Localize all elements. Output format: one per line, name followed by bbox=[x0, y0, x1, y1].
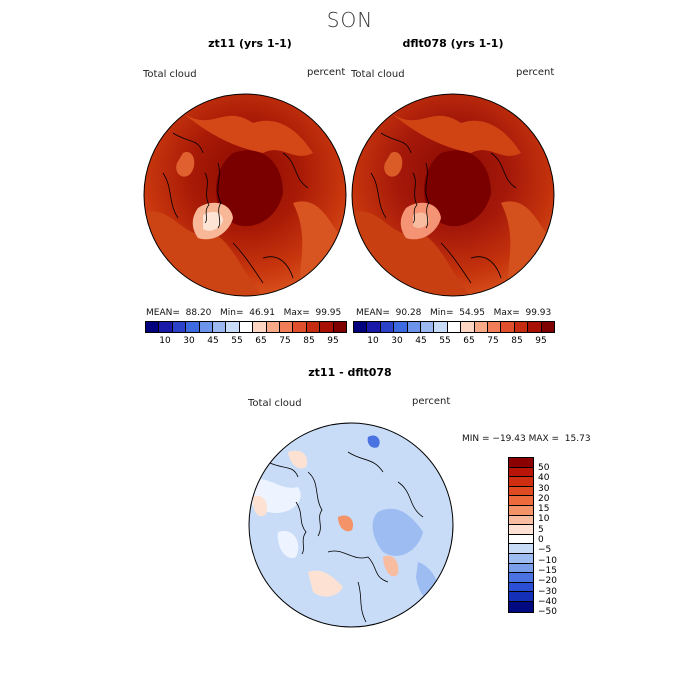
colorbar-swatch bbox=[293, 322, 306, 332]
colorbar-swatch bbox=[367, 322, 380, 332]
colorbar-swatch bbox=[509, 554, 533, 564]
colorbar-swatch bbox=[509, 458, 533, 468]
diff-colorbar bbox=[508, 457, 534, 613]
colorbar-swatch bbox=[408, 322, 421, 332]
diff-polar-map bbox=[248, 422, 454, 628]
colorbar-swatch bbox=[542, 322, 554, 332]
diff-units-label: percent bbox=[412, 396, 450, 407]
panel1-colorbar bbox=[145, 321, 347, 333]
colorbar-tick-label: −15 bbox=[538, 566, 557, 576]
colorbar-swatch bbox=[267, 322, 280, 332]
colorbar-tick-label: 0 bbox=[538, 535, 557, 545]
colorbar-tick-label: 10 bbox=[361, 336, 385, 346]
colorbar-tick-label: 20 bbox=[538, 494, 557, 504]
colorbar-tick-label: 40 bbox=[538, 473, 557, 483]
colorbar-swatch bbox=[240, 322, 253, 332]
colorbar-swatch bbox=[509, 496, 533, 506]
colorbar-swatch bbox=[381, 322, 394, 332]
colorbar-tick-label: −20 bbox=[538, 576, 557, 586]
colorbar-swatch bbox=[307, 322, 320, 332]
panel2-colorbar bbox=[353, 321, 555, 333]
colorbar-swatch bbox=[509, 583, 533, 593]
colorbar-swatch bbox=[509, 516, 533, 526]
colorbar-swatch bbox=[509, 468, 533, 478]
colorbar-swatch bbox=[226, 322, 239, 332]
colorbar-swatch bbox=[421, 322, 434, 332]
colorbar-swatch bbox=[509, 506, 533, 516]
colorbar-swatch bbox=[461, 322, 474, 332]
colorbar-tick-label: −10 bbox=[538, 556, 557, 566]
colorbar-swatch bbox=[354, 322, 367, 332]
colorbar-tick-label: 95 bbox=[529, 336, 553, 346]
colorbar-tick-label: 15 bbox=[538, 504, 557, 514]
colorbar-swatch bbox=[475, 322, 488, 332]
colorbar-tick-label: −40 bbox=[538, 597, 557, 607]
colorbar-tick-label: 65 bbox=[457, 336, 481, 346]
colorbar-tick-label: −50 bbox=[538, 607, 557, 617]
colorbar-tick-label: 55 bbox=[433, 336, 457, 346]
colorbar-swatch bbox=[509, 602, 533, 612]
colorbar-swatch bbox=[488, 322, 501, 332]
colorbar-tick-label: 30 bbox=[177, 336, 201, 346]
colorbar-swatch bbox=[320, 322, 333, 332]
colorbar-swatch bbox=[509, 525, 533, 535]
colorbar-tick-label: 65 bbox=[249, 336, 273, 346]
colorbar-swatch bbox=[434, 322, 447, 332]
colorbar-swatch bbox=[394, 322, 407, 332]
panel2-polar-map bbox=[351, 93, 555, 297]
panel1-title: zt11 (yrs 1-1) bbox=[140, 37, 360, 50]
panel1-colorbar-ticks: 10 30 45 55 65 75 85 95 bbox=[145, 336, 353, 346]
colorbar-swatch bbox=[448, 322, 461, 332]
colorbar-swatch bbox=[509, 477, 533, 487]
colorbar-tick-label: −30 bbox=[538, 587, 557, 597]
colorbar-tick-label: 75 bbox=[273, 336, 297, 346]
colorbar-tick-label: 10 bbox=[538, 514, 557, 524]
colorbar-swatch bbox=[509, 564, 533, 574]
colorbar-swatch bbox=[280, 322, 293, 332]
colorbar-tick-label: 10 bbox=[153, 336, 177, 346]
panel2-title: dflt078 (yrs 1-1) bbox=[343, 37, 563, 50]
colorbar-swatch bbox=[509, 535, 533, 545]
colorbar-tick-label: 45 bbox=[409, 336, 433, 346]
figure-title: SON bbox=[0, 8, 700, 32]
colorbar-tick-label: 50 bbox=[538, 463, 557, 473]
diff-colorbar-ticks: 50 40 30 20 15 10 5 0 −5 −10 −15 −20 −30 −40 −50 bbox=[538, 463, 557, 617]
colorbar-swatch bbox=[509, 573, 533, 583]
colorbar-tick-label: 75 bbox=[481, 336, 505, 346]
colorbar-swatch bbox=[509, 592, 533, 602]
panel1-units-label: percent bbox=[307, 67, 345, 78]
colorbar-swatch bbox=[515, 322, 528, 332]
colorbar-tick-label: 95 bbox=[321, 336, 345, 346]
colorbar-tick-label: 30 bbox=[385, 336, 409, 346]
colorbar-swatch bbox=[173, 322, 186, 332]
colorbar-swatch bbox=[334, 322, 346, 332]
colorbar-tick-label: 85 bbox=[505, 336, 529, 346]
colorbar-swatch bbox=[509, 544, 533, 554]
diff-variable-label: Total cloud bbox=[248, 398, 302, 409]
panel1-stats: MEAN= 88.20 Min= 46.91 Max= 99.95 bbox=[146, 308, 341, 318]
panel2-colorbar-ticks: 10 30 45 55 65 75 85 95 bbox=[353, 336, 561, 346]
colorbar-tick-label: 55 bbox=[225, 336, 249, 346]
colorbar-swatch bbox=[186, 322, 199, 332]
panel1-variable-label: Total cloud bbox=[143, 69, 197, 80]
colorbar-tick-label: 5 bbox=[538, 525, 557, 535]
colorbar-tick-label: 85 bbox=[297, 336, 321, 346]
colorbar-tick-label: −5 bbox=[538, 545, 557, 555]
colorbar-swatch bbox=[501, 322, 514, 332]
colorbar-swatch bbox=[200, 322, 213, 332]
panel2-units-label: percent bbox=[516, 67, 554, 78]
colorbar-swatch bbox=[528, 322, 541, 332]
colorbar-swatch bbox=[159, 322, 172, 332]
panel1-polar-map bbox=[143, 93, 347, 297]
colorbar-tick-label: 30 bbox=[538, 484, 557, 494]
colorbar-swatch bbox=[213, 322, 226, 332]
colorbar-swatch bbox=[253, 322, 266, 332]
panel2-stats: MEAN= 90.28 Min= 54.95 Max= 99.93 bbox=[356, 308, 551, 318]
diff-stats: MIN = −19.43 MAX = 15.73 bbox=[462, 434, 591, 444]
panel2-variable-label: Total cloud bbox=[351, 69, 405, 80]
colorbar-swatch bbox=[509, 487, 533, 497]
diff-panel-title: zt11 - dflt078 bbox=[240, 366, 460, 379]
colorbar-tick-label: 45 bbox=[201, 336, 225, 346]
colorbar-swatch bbox=[146, 322, 159, 332]
